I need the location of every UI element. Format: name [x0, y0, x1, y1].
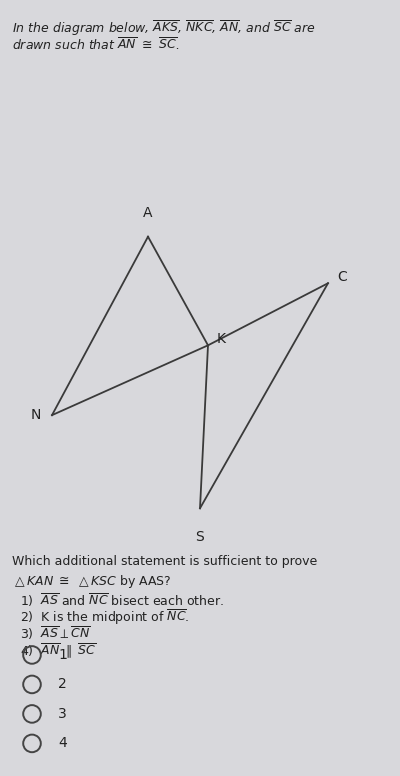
Text: 3)  $\overline{AS}$$\perp$$\overline{CN}$: 3) $\overline{AS}$$\perp$$\overline{CN}$: [20, 625, 91, 642]
Text: 4)  $\overline{AN}$ $\parallel$ $\overline{SC}$: 4) $\overline{AN}$ $\parallel$ $\overlin…: [20, 641, 96, 660]
Text: K: K: [217, 332, 226, 346]
Text: S: S: [196, 530, 204, 544]
Text: C: C: [337, 270, 346, 284]
Text: Which additional statement is sufficient to prove: Which additional statement is sufficient…: [12, 555, 317, 568]
Text: 1)  $\overline{AS}$ and $\overline{NC}$ bisect each other.: 1) $\overline{AS}$ and $\overline{NC}$ b…: [20, 592, 224, 609]
Text: In the diagram below, $\overline{AKS}$, $\overline{NKC}$, $\overline{AN}$, and $: In the diagram below, $\overline{AKS}$, …: [12, 19, 316, 39]
Text: $\triangle KAN$ $\cong$ $\triangle KSC$ by AAS?: $\triangle KAN$ $\cong$ $\triangle KSC$ …: [12, 573, 171, 590]
Text: 2: 2: [58, 677, 67, 691]
Text: 4: 4: [58, 736, 67, 750]
Text: 1: 1: [58, 648, 67, 662]
Text: 2)  K is the midpoint of $\overline{NC}$.: 2) K is the midpoint of $\overline{NC}$.: [20, 608, 190, 628]
Text: 3: 3: [58, 707, 67, 721]
Text: N: N: [30, 408, 41, 422]
Text: drawn such that $\overline{AN}$ $\cong$ $\overline{SC}$.: drawn such that $\overline{AN}$ $\cong$ …: [12, 37, 180, 54]
Text: A: A: [143, 206, 153, 220]
